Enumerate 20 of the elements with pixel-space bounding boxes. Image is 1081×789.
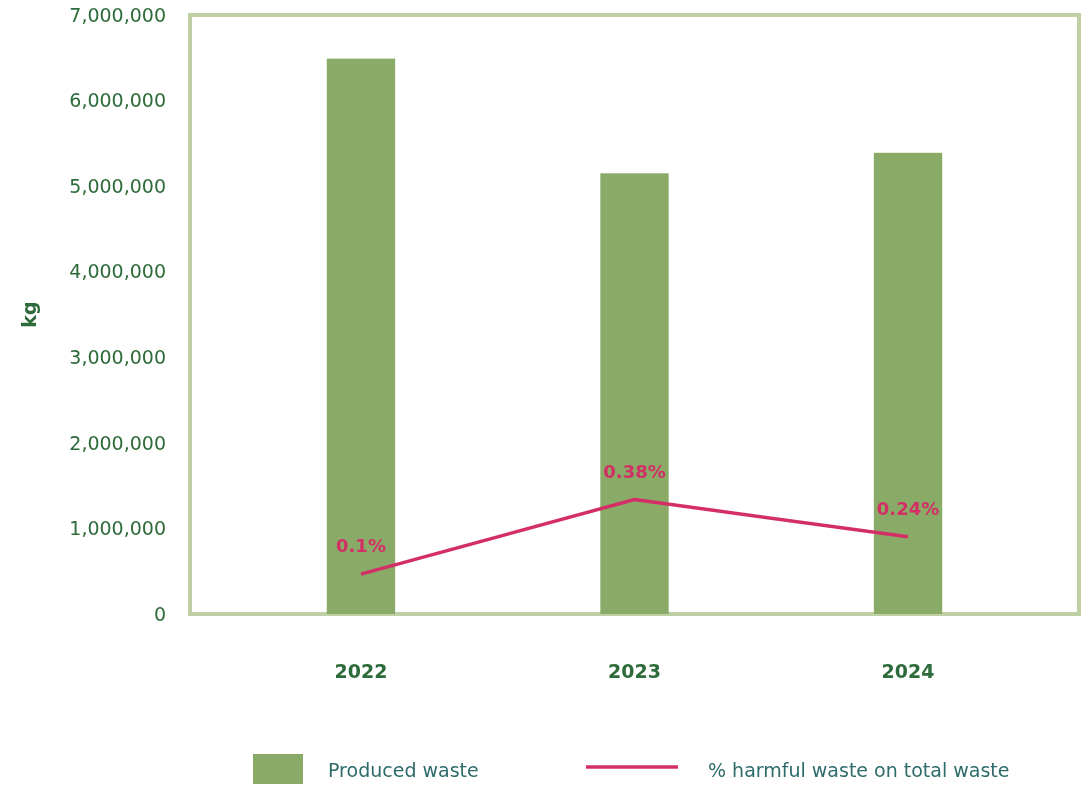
y-tick-label: 6,000,000 xyxy=(69,89,166,112)
bar xyxy=(873,152,943,614)
x-tick-label: 2024 xyxy=(881,660,935,682)
y-tick-label: 2,000,000 xyxy=(69,431,166,454)
bar xyxy=(326,58,396,614)
y-axis-title: kg xyxy=(18,301,40,328)
y-tick-label: 1,000,000 xyxy=(69,517,166,540)
y-tick-label: 5,000,000 xyxy=(69,174,166,197)
legend-label: % harmful waste on total waste xyxy=(708,758,1010,781)
data-label: 0.38% xyxy=(603,460,666,482)
y-tick-label: 0 xyxy=(153,602,166,625)
x-tick-label: 2023 xyxy=(608,660,661,682)
data-label: 0.1% xyxy=(336,535,386,557)
y-tick-label: 3,000,000 xyxy=(69,345,166,368)
bar xyxy=(600,173,669,614)
y-tick-label: 4,000,000 xyxy=(69,260,166,283)
data-label: 0.24% xyxy=(876,497,940,519)
legend-label: Produced waste xyxy=(328,758,479,781)
y-tick-label: 7,000,000 xyxy=(69,3,166,26)
x-tick-label: 2022 xyxy=(334,660,388,682)
